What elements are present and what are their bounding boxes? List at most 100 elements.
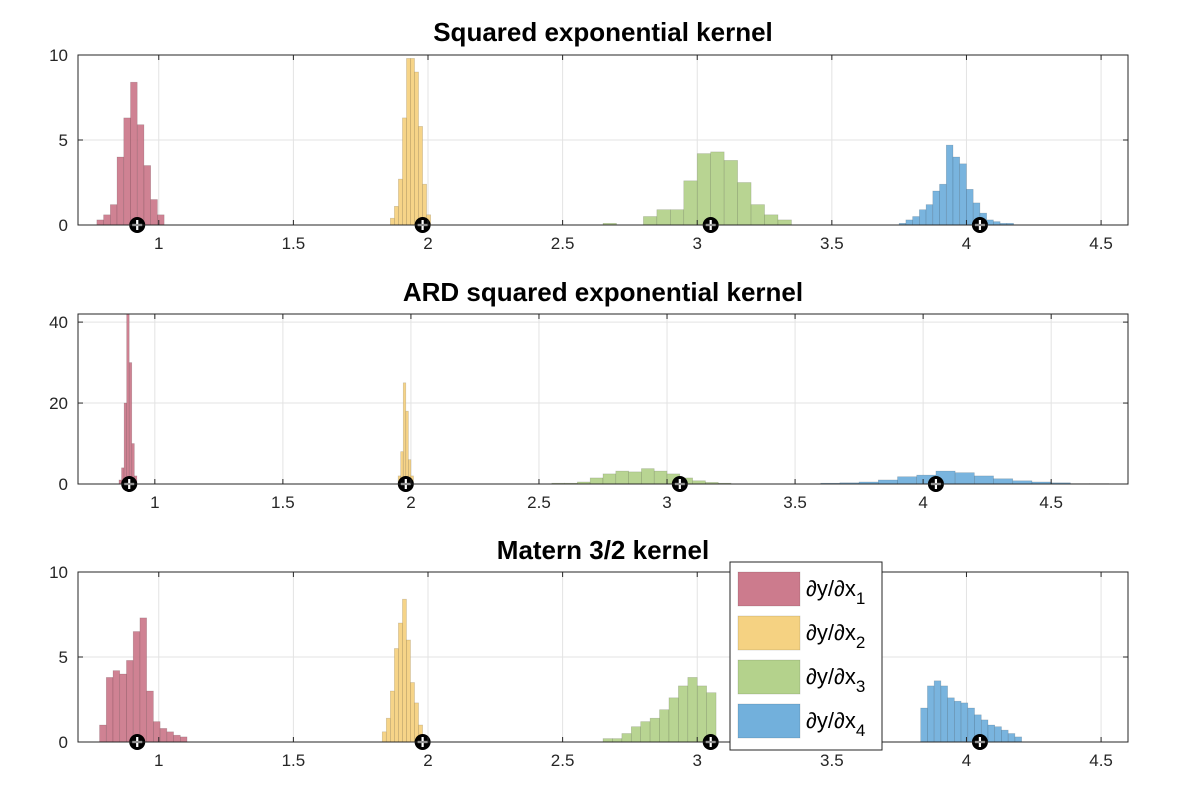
series-1 — [99, 617, 188, 743]
histogram-bar — [927, 685, 935, 743]
legend-swatch — [737, 703, 801, 739]
y-tick-label: 40 — [49, 313, 68, 332]
histogram-bar — [150, 199, 158, 226]
x-tick-label: 4.5 — [1089, 234, 1113, 253]
histogram-bar — [710, 151, 725, 226]
histogram-bar — [952, 156, 961, 226]
histogram-bar — [180, 736, 188, 743]
histogram-bar — [402, 598, 407, 743]
histogram-bar — [405, 410, 409, 485]
histogram-bar — [1014, 736, 1022, 743]
histogram-bar — [967, 707, 975, 743]
histogram-bar — [919, 209, 927, 226]
histogram-bar — [139, 617, 147, 743]
histogram-bar — [390, 217, 395, 226]
histogram-bar — [670, 209, 685, 226]
histogram-bar — [993, 478, 1014, 485]
histogram-bar — [966, 189, 974, 226]
histogram-bar — [933, 680, 942, 743]
y-tick-label: 0 — [59, 733, 68, 752]
histogram-bar — [954, 472, 975, 485]
histogram-bar — [118, 479, 122, 485]
legend-label: ∂y/∂x1 — [806, 576, 865, 608]
histogram-bar — [659, 709, 670, 743]
legend-entry-1: ∂y/∂x1 — [737, 571, 865, 608]
histogram-bar — [410, 682, 415, 743]
y-tick-label: 5 — [59, 131, 68, 150]
x-tick-label: 3 — [662, 493, 671, 512]
histogram-bar — [123, 402, 127, 485]
y-tick-label: 10 — [49, 563, 68, 582]
histogram-bar — [418, 126, 423, 226]
y-tick-label: 0 — [59, 216, 68, 235]
x-tick-label: 1 — [150, 493, 159, 512]
histogram-bar — [750, 204, 765, 226]
x-tick-label: 2 — [423, 234, 432, 253]
legend-label: ∂y/∂x2 — [806, 620, 865, 652]
histogram-bar — [394, 648, 399, 743]
histogram-bar — [737, 182, 752, 226]
x-tick-label: 1 — [154, 234, 163, 253]
histogram-bar — [628, 471, 642, 485]
histogram-bar — [777, 219, 792, 226]
legend-entry-4: ∂y/∂x4 — [737, 703, 865, 740]
histogram-bar — [687, 677, 698, 743]
chart-title: Squared exponential kernel — [433, 17, 773, 47]
histogram-bar — [668, 697, 679, 743]
y-tick-label: 5 — [59, 648, 68, 667]
histogram-bar — [630, 726, 641, 743]
histogram-bar — [612, 738, 623, 743]
histogram-bar — [696, 685, 707, 743]
legend-label: ∂y/∂x3 — [806, 664, 865, 696]
histogram-bar — [993, 221, 1001, 226]
x-tick-label: 2.5 — [551, 234, 575, 253]
histogram-bar — [621, 733, 632, 743]
histogram-bar — [406, 58, 411, 226]
panel-3: 1 1.5 2 2.5 3 3.5 4 4.5 0 5 10 Matern 3/2 kernel ∂y/… — [49, 535, 1129, 770]
histogram-bar — [130, 81, 138, 226]
histogram-bar — [410, 58, 415, 226]
histogram-bar — [723, 160, 738, 226]
x-tick-label: 4.5 — [1039, 493, 1063, 512]
histogram-bar — [940, 685, 948, 743]
x-tick-label: 2.5 — [527, 493, 551, 512]
histogram-bar — [398, 622, 403, 743]
y-tick-label: 20 — [49, 394, 68, 413]
x-tick-label: 1.5 — [282, 751, 306, 770]
histogram-bar — [589, 477, 604, 485]
histogram-bar — [173, 734, 181, 743]
histogram-bar — [947, 697, 955, 743]
histogram-bar — [99, 724, 107, 743]
histogram-bar — [381, 731, 387, 743]
histogram-bar — [640, 721, 651, 743]
x-tick-label: 3 — [692, 234, 701, 253]
histogram-bar — [678, 685, 689, 743]
histogram-bar — [960, 702, 969, 743]
histogram-bar — [912, 216, 920, 226]
legend-swatch — [737, 659, 801, 695]
legend-entry-3: ∂y/∂x3 — [737, 659, 865, 696]
histogram-bar — [394, 206, 399, 226]
histogram-bar — [939, 183, 947, 226]
x-tick-label: 4 — [918, 493, 927, 512]
histogram-bar — [959, 163, 967, 226]
histogram-bar — [656, 209, 671, 226]
axes-box — [77, 313, 1129, 485]
histogram-bar — [116, 156, 125, 226]
histogram-bar — [166, 731, 174, 743]
histogram-bar — [653, 470, 668, 485]
legend-label: ∂y/∂x4 — [806, 708, 865, 740]
histogram-bar — [398, 178, 403, 226]
legend-entry-2: ∂y/∂x2 — [737, 615, 865, 652]
histogram-bar — [119, 673, 127, 743]
histogram-bar — [159, 728, 168, 743]
histogram-bar — [105, 677, 114, 743]
histogram-bar — [112, 670, 121, 743]
histogram-bar — [643, 216, 658, 226]
histogram-bar — [385, 717, 391, 743]
legend-swatch — [737, 571, 801, 607]
histogram-bar — [696, 153, 711, 226]
histogram-bar — [905, 219, 913, 226]
histogram-bar — [897, 476, 918, 485]
